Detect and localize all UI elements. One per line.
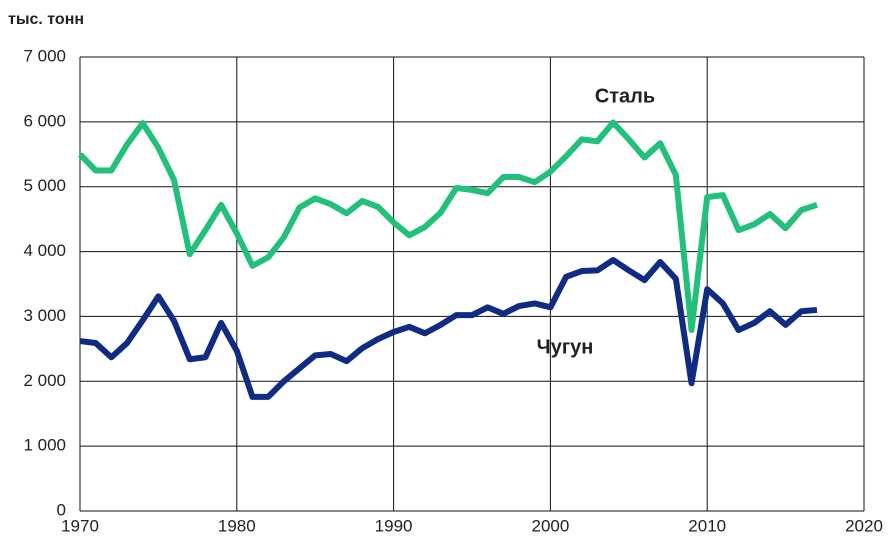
series-label: Чугун bbox=[537, 336, 594, 358]
x-tick-label: 1970 bbox=[61, 516, 99, 535]
x-tick-label: 1990 bbox=[375, 516, 413, 535]
y-tick-label: 7 000 bbox=[23, 46, 66, 65]
x-tick-label: 2000 bbox=[531, 516, 569, 535]
y-axis-label: тыс. тонн bbox=[8, 11, 84, 28]
x-tick-label: 2010 bbox=[688, 516, 726, 535]
series-label: Сталь bbox=[595, 85, 655, 107]
y-tick-label: 4 000 bbox=[23, 241, 66, 260]
x-tick-label: 1980 bbox=[218, 516, 256, 535]
y-tick-label: 6 000 bbox=[23, 111, 66, 130]
y-tick-label: 3 000 bbox=[23, 306, 66, 325]
y-tick-label: 0 bbox=[57, 500, 66, 519]
series-line bbox=[79, 257, 818, 400]
series-line bbox=[77, 119, 818, 334]
y-tick-label: 2 000 bbox=[23, 371, 66, 390]
y-tick-label: 5 000 bbox=[23, 176, 66, 195]
y-tick-label: 1 000 bbox=[23, 436, 66, 455]
x-tick-label: 2020 bbox=[845, 516, 883, 535]
